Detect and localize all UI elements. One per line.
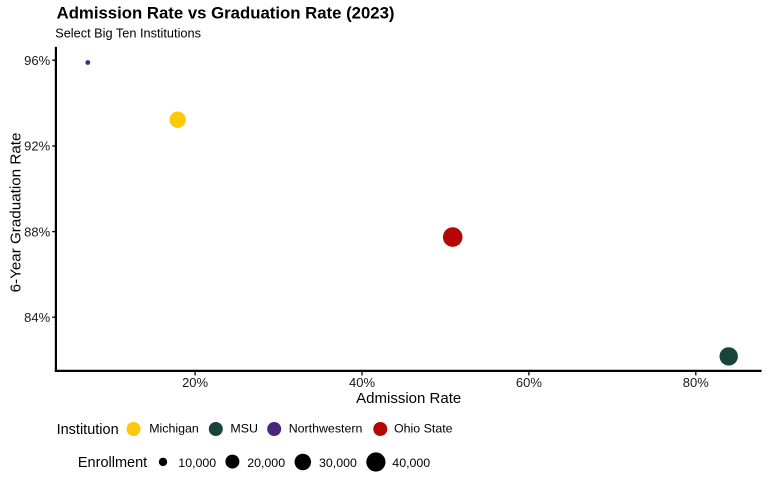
svg-text:Michigan: Michigan — [149, 421, 199, 435]
svg-text:Admission Rate: Admission Rate — [356, 390, 461, 407]
svg-text:Select Big Ten Institutions: Select Big Ten Institutions — [55, 26, 201, 41]
svg-text:92%: 92% — [24, 139, 50, 154]
svg-text:84%: 84% — [24, 310, 50, 325]
svg-text:Northwestern: Northwestern — [289, 421, 363, 435]
svg-text:96%: 96% — [24, 53, 50, 68]
svg-text:60%: 60% — [516, 375, 542, 390]
svg-text:80%: 80% — [683, 375, 709, 390]
svg-text:Admission Rate vs Graduation R: Admission Rate vs Graduation Rate (2023) — [57, 4, 395, 23]
svg-text:10,000: 10,000 — [178, 456, 216, 470]
svg-text:Enrollment: Enrollment — [78, 455, 147, 471]
svg-text:Ohio State: Ohio State — [394, 421, 453, 435]
svg-text:Institution: Institution — [57, 422, 119, 438]
svg-text:6-Year Graduation Rate: 6-Year Graduation Rate — [8, 133, 25, 293]
svg-text:88%: 88% — [24, 224, 50, 239]
svg-text:40%: 40% — [349, 375, 375, 390]
svg-text:30,000: 30,000 — [319, 456, 357, 470]
svg-text:MSU: MSU — [230, 421, 258, 435]
svg-text:40,000: 40,000 — [392, 456, 430, 470]
svg-text:20,000: 20,000 — [247, 456, 285, 470]
svg-text:20%: 20% — [182, 375, 208, 390]
